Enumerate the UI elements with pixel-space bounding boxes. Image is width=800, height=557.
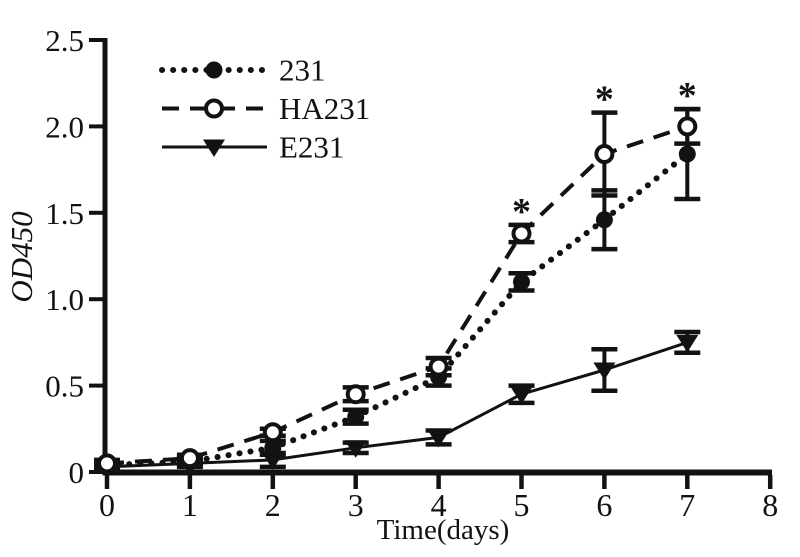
- filled-circle-marker: [678, 145, 696, 163]
- series-line-HA231: [106, 124, 688, 466]
- open-circle-marker: [179, 448, 200, 469]
- filled-circle-marker: [513, 273, 530, 291]
- y-tick-label: 1.0: [45, 282, 84, 317]
- x-tick-group: 0 1 2 3 4 5 6 7 8: [99, 475, 778, 523]
- x-tick-label: 2: [265, 487, 281, 523]
- filled-circle-marker: [595, 211, 613, 229]
- triangle-down-marker: [261, 452, 284, 470]
- open-circle-marker: [677, 116, 698, 137]
- open-circle-marker: [262, 422, 283, 443]
- legend-label: 231: [279, 53, 326, 88]
- x-tick-label: 1: [182, 487, 198, 523]
- asterisk-annotation: *: [678, 75, 697, 117]
- x-tick-label: 4: [431, 487, 447, 523]
- x-axis-title: Time(days): [377, 514, 510, 546]
- x-tick-label: 8: [762, 487, 778, 523]
- y-tick-group: 0 0.5 1.0 1.5 2.0 2.5: [45, 23, 103, 490]
- legend-item-HA231: HA231: [162, 91, 370, 126]
- asterisk-annotation: *: [512, 191, 531, 233]
- error-bars-E231: [94, 329, 701, 471]
- series-line-E231: [106, 340, 688, 469]
- error-bars-HA231: [94, 106, 701, 470]
- legend-label: E231: [279, 130, 344, 165]
- open-circle-marker: [428, 356, 449, 377]
- filled-circle-marker: [205, 61, 223, 79]
- y-axis-title: OD450: [4, 211, 39, 303]
- open-circle-marker: [594, 144, 615, 165]
- axes: [102, 38, 772, 476]
- filled-circle-marker: [347, 408, 365, 426]
- open-circle-marker: [345, 384, 366, 405]
- significance-annotations: * * *: [512, 75, 697, 233]
- legend-item-231: 231: [159, 53, 326, 88]
- asterisk-annotation: *: [595, 79, 614, 121]
- x-tick-label: 6: [596, 487, 612, 523]
- series-line-231: [104, 151, 691, 469]
- x-tick-label: 7: [679, 487, 695, 523]
- legend-label: HA231: [279, 91, 370, 126]
- error-bars-231: [94, 106, 701, 471]
- y-tick-label: 2.0: [45, 109, 84, 144]
- x-tick-label: 3: [348, 487, 364, 523]
- open-circle-marker: [511, 223, 532, 244]
- triangle-down-marker: [676, 334, 699, 353]
- triangle-down-marker: [203, 139, 225, 157]
- y-tick-label: 0: [69, 455, 85, 490]
- series-markers-HA231: [97, 116, 698, 474]
- triangle-down-marker: [510, 386, 533, 405]
- triangle-down-marker: [344, 440, 367, 458]
- y-tick-label: 0.5: [45, 369, 84, 404]
- triangle-down-marker: [427, 429, 450, 448]
- triangle-down-marker: [593, 362, 616, 381]
- open-circle-marker: [97, 453, 117, 474]
- y-tick-label: 2.5: [45, 23, 84, 58]
- open-circle-marker: [204, 98, 224, 119]
- x-tick-label: 5: [514, 487, 530, 523]
- x-tick-label: 0: [99, 487, 115, 523]
- legend-item-E231: E231: [162, 130, 344, 165]
- y-tick-label: 1.5: [45, 196, 84, 231]
